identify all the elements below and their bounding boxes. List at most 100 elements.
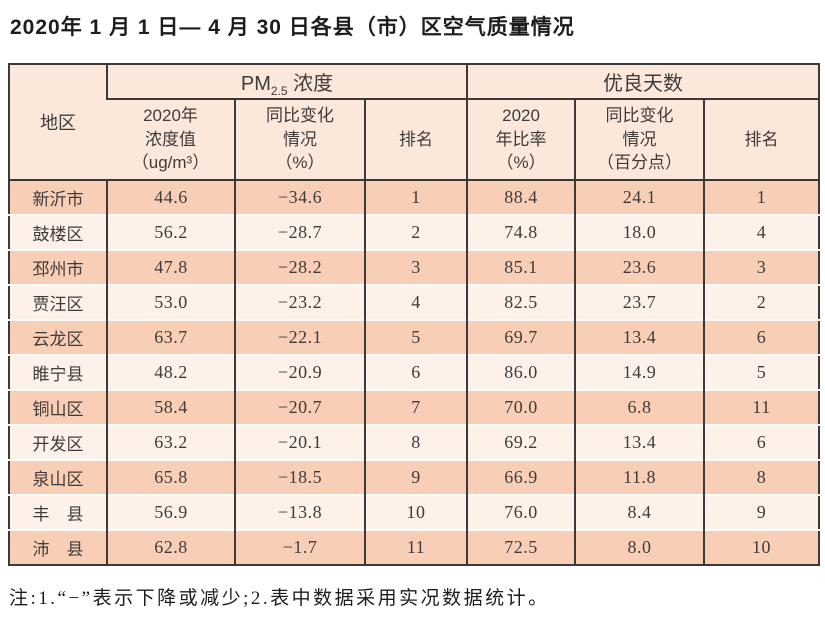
- region-cell: 泉山区: [9, 459, 107, 495]
- good-rank-cell: 6: [703, 424, 820, 460]
- region-cell: 贾汪区: [9, 284, 107, 320]
- good-change-cell: 23.7: [574, 284, 705, 320]
- col-header-good-rank: 排名: [703, 99, 820, 181]
- pm25-change-cell: −13.8: [234, 494, 365, 530]
- pm25-rank-cell: 5: [363, 319, 468, 355]
- pm25-change-cell: −18.5: [234, 459, 365, 495]
- pm25-rank-cell: 8: [363, 424, 468, 460]
- col-header-pm25-rank: 排名: [363, 99, 468, 181]
- table-row: 云龙区 63.7 −22.1 5 69.7 13.4 6: [9, 319, 820, 355]
- pm25-change-cell: −28.2: [234, 249, 365, 285]
- pm25-change-cell: −20.9: [234, 354, 365, 390]
- col-header-pm25-value: 2020年 浓度值 （ug/m³）: [107, 99, 235, 181]
- table-row: 沛 县 62.8 −1.7 11 72.5 8.0 10: [9, 529, 820, 565]
- pm25-rank-cell: 10: [363, 494, 468, 530]
- region-cell: 睢宁县: [9, 354, 107, 390]
- good-change-cell: 14.9: [574, 354, 705, 390]
- table-row: 泉山区 65.8 −18.5 9 66.9 11.8 8: [9, 459, 820, 495]
- good-rank-cell: 10: [703, 529, 820, 565]
- pm25-change-cell: −20.7: [234, 389, 365, 425]
- pm25-suffix: 浓度: [287, 73, 334, 95]
- region-cell: 沛 县: [9, 529, 107, 565]
- good-ratio-cell: 69.7: [466, 319, 576, 355]
- pm25-rank-cell: 11: [363, 529, 468, 565]
- region-cell: 丰 县: [9, 494, 107, 530]
- region-cell: 新沂市: [9, 180, 107, 215]
- good-ratio-cell: 66.9: [466, 459, 576, 495]
- good-ratio-cell: 74.8: [466, 214, 576, 250]
- good-rank-cell: 4: [703, 214, 820, 250]
- good-change-cell: 8.0: [574, 529, 705, 565]
- pm25-change-cell: −20.1: [234, 424, 365, 460]
- col-header-pm25-change: 同比变化 情况 （%）: [234, 99, 365, 181]
- table-row: 开发区 63.2 −20.1 8 69.2 13.4 6: [9, 424, 820, 460]
- good-change-cell: 8.4: [574, 494, 705, 530]
- good-rank-cell: 6: [703, 319, 820, 355]
- region-cell: 铜山区: [9, 389, 107, 425]
- header-row-groups: 地区 PM2.5 浓度 优良天数: [9, 64, 820, 181]
- pm25-value-cell: 62.8: [106, 529, 235, 565]
- pm25-rank-cell: 3: [363, 249, 468, 285]
- table-row: 新沂市 44.6 −34.6 1 88.4 24.1 1: [9, 180, 820, 215]
- good-ratio-cell: 85.1: [466, 249, 576, 285]
- col-header-good-change: 同比变化 情况 （百分点）: [574, 99, 705, 181]
- header-row-subcolumns: 2020年 浓度值 （ug/m³） 同比变化 情况 （%） 排名 2020 年比…: [9, 99, 820, 181]
- pm25-rank-cell: 6: [363, 354, 468, 390]
- table-row: 贾汪区 53.0 −23.2 4 82.5 23.7 2: [9, 284, 820, 320]
- good-ratio-cell: 70.0: [466, 389, 576, 425]
- good-ratio-cell: 88.4: [466, 180, 576, 215]
- good-rank-cell: 1: [703, 180, 820, 215]
- good-change-cell: 23.6: [574, 249, 705, 285]
- good-change-cell: 24.1: [574, 180, 705, 215]
- col-header-good-ratio: 2020 年比率 （%）: [466, 99, 576, 181]
- pm25-prefix: PM: [240, 73, 271, 95]
- page-title: 2020年 1 月 1 日— 4 月 30 日各县（市）区空气质量情况: [10, 16, 575, 39]
- good-ratio-cell: 72.5: [466, 529, 576, 565]
- col-group-pm25: PM2.5 浓度: [105, 64, 468, 100]
- pm25-subscript: 2.5: [270, 84, 288, 98]
- table-row: 丰 县 56.9 −13.8 10 76.0 8.4 9: [9, 494, 820, 530]
- table-row: 睢宁县 48.2 −20.9 6 86.0 14.9 5: [9, 354, 820, 390]
- pm25-change-cell: −28.7: [234, 214, 365, 250]
- table-row: 邳州市 47.8 −28.2 3 85.1 23.6 3: [9, 249, 820, 285]
- pm25-rank-cell: 4: [363, 284, 468, 320]
- good-ratio-cell: 76.0: [466, 494, 576, 530]
- region-cell: 鼓楼区: [9, 214, 107, 250]
- col-group-good-days: 优良天数: [466, 64, 820, 100]
- pm25-value-cell: 63.2: [106, 424, 235, 460]
- good-rank-cell: 11: [703, 389, 820, 425]
- pm25-change-cell: −22.1: [234, 319, 365, 355]
- pm25-value-cell: 53.0: [106, 284, 235, 320]
- good-ratio-cell: 86.0: [466, 354, 576, 390]
- good-change-cell: 13.4: [574, 319, 705, 355]
- good-rank-cell: 8: [703, 459, 820, 495]
- good-ratio-cell: 82.5: [466, 284, 576, 320]
- table-body: 新沂市 44.6 −34.6 1 88.4 24.1 1 鼓楼区 56.2 −2…: [9, 180, 820, 565]
- good-rank-cell: 5: [703, 354, 820, 390]
- table-row: 铜山区 58.4 −20.7 7 70.0 6.8 11: [9, 389, 820, 425]
- col-header-region: 地区: [9, 64, 107, 181]
- pm25-value-cell: 47.8: [106, 249, 235, 285]
- pm25-change-cell: −23.2: [234, 284, 365, 320]
- good-ratio-cell: 69.2: [466, 424, 576, 460]
- region-cell: 邳州市: [9, 249, 107, 285]
- good-rank-cell: 2: [703, 284, 820, 320]
- footnote: 注:1.“−”表示下降或减少;2.表中数据采用实况数据统计。: [9, 588, 550, 609]
- good-change-cell: 11.8: [574, 459, 705, 495]
- pm25-rank-cell: 1: [363, 180, 468, 215]
- region-cell: 开发区: [9, 424, 107, 460]
- pm25-value-cell: 65.8: [106, 459, 235, 495]
- pm25-change-cell: −34.6: [234, 180, 365, 215]
- table-header: 地区 PM2.5 浓度 优良天数 2020年 浓度值 （ug/m³） 同比变化 …: [9, 64, 820, 181]
- good-rank-cell: 9: [703, 494, 820, 530]
- pm25-change-cell: −1.7: [234, 529, 365, 565]
- good-change-cell: 13.4: [574, 424, 705, 460]
- region-cell: 云龙区: [9, 319, 107, 355]
- pm25-value-cell: 44.6: [106, 180, 235, 215]
- air-quality-table: 地区 PM2.5 浓度 优良天数 2020年 浓度值 （ug/m³） 同比变化 …: [8, 63, 821, 566]
- table-row: 鼓楼区 56.2 −28.7 2 74.8 18.0 4: [9, 214, 820, 250]
- pm25-rank-cell: 9: [363, 459, 468, 495]
- pm25-value-cell: 48.2: [106, 354, 235, 390]
- pm25-value-cell: 56.9: [106, 494, 235, 530]
